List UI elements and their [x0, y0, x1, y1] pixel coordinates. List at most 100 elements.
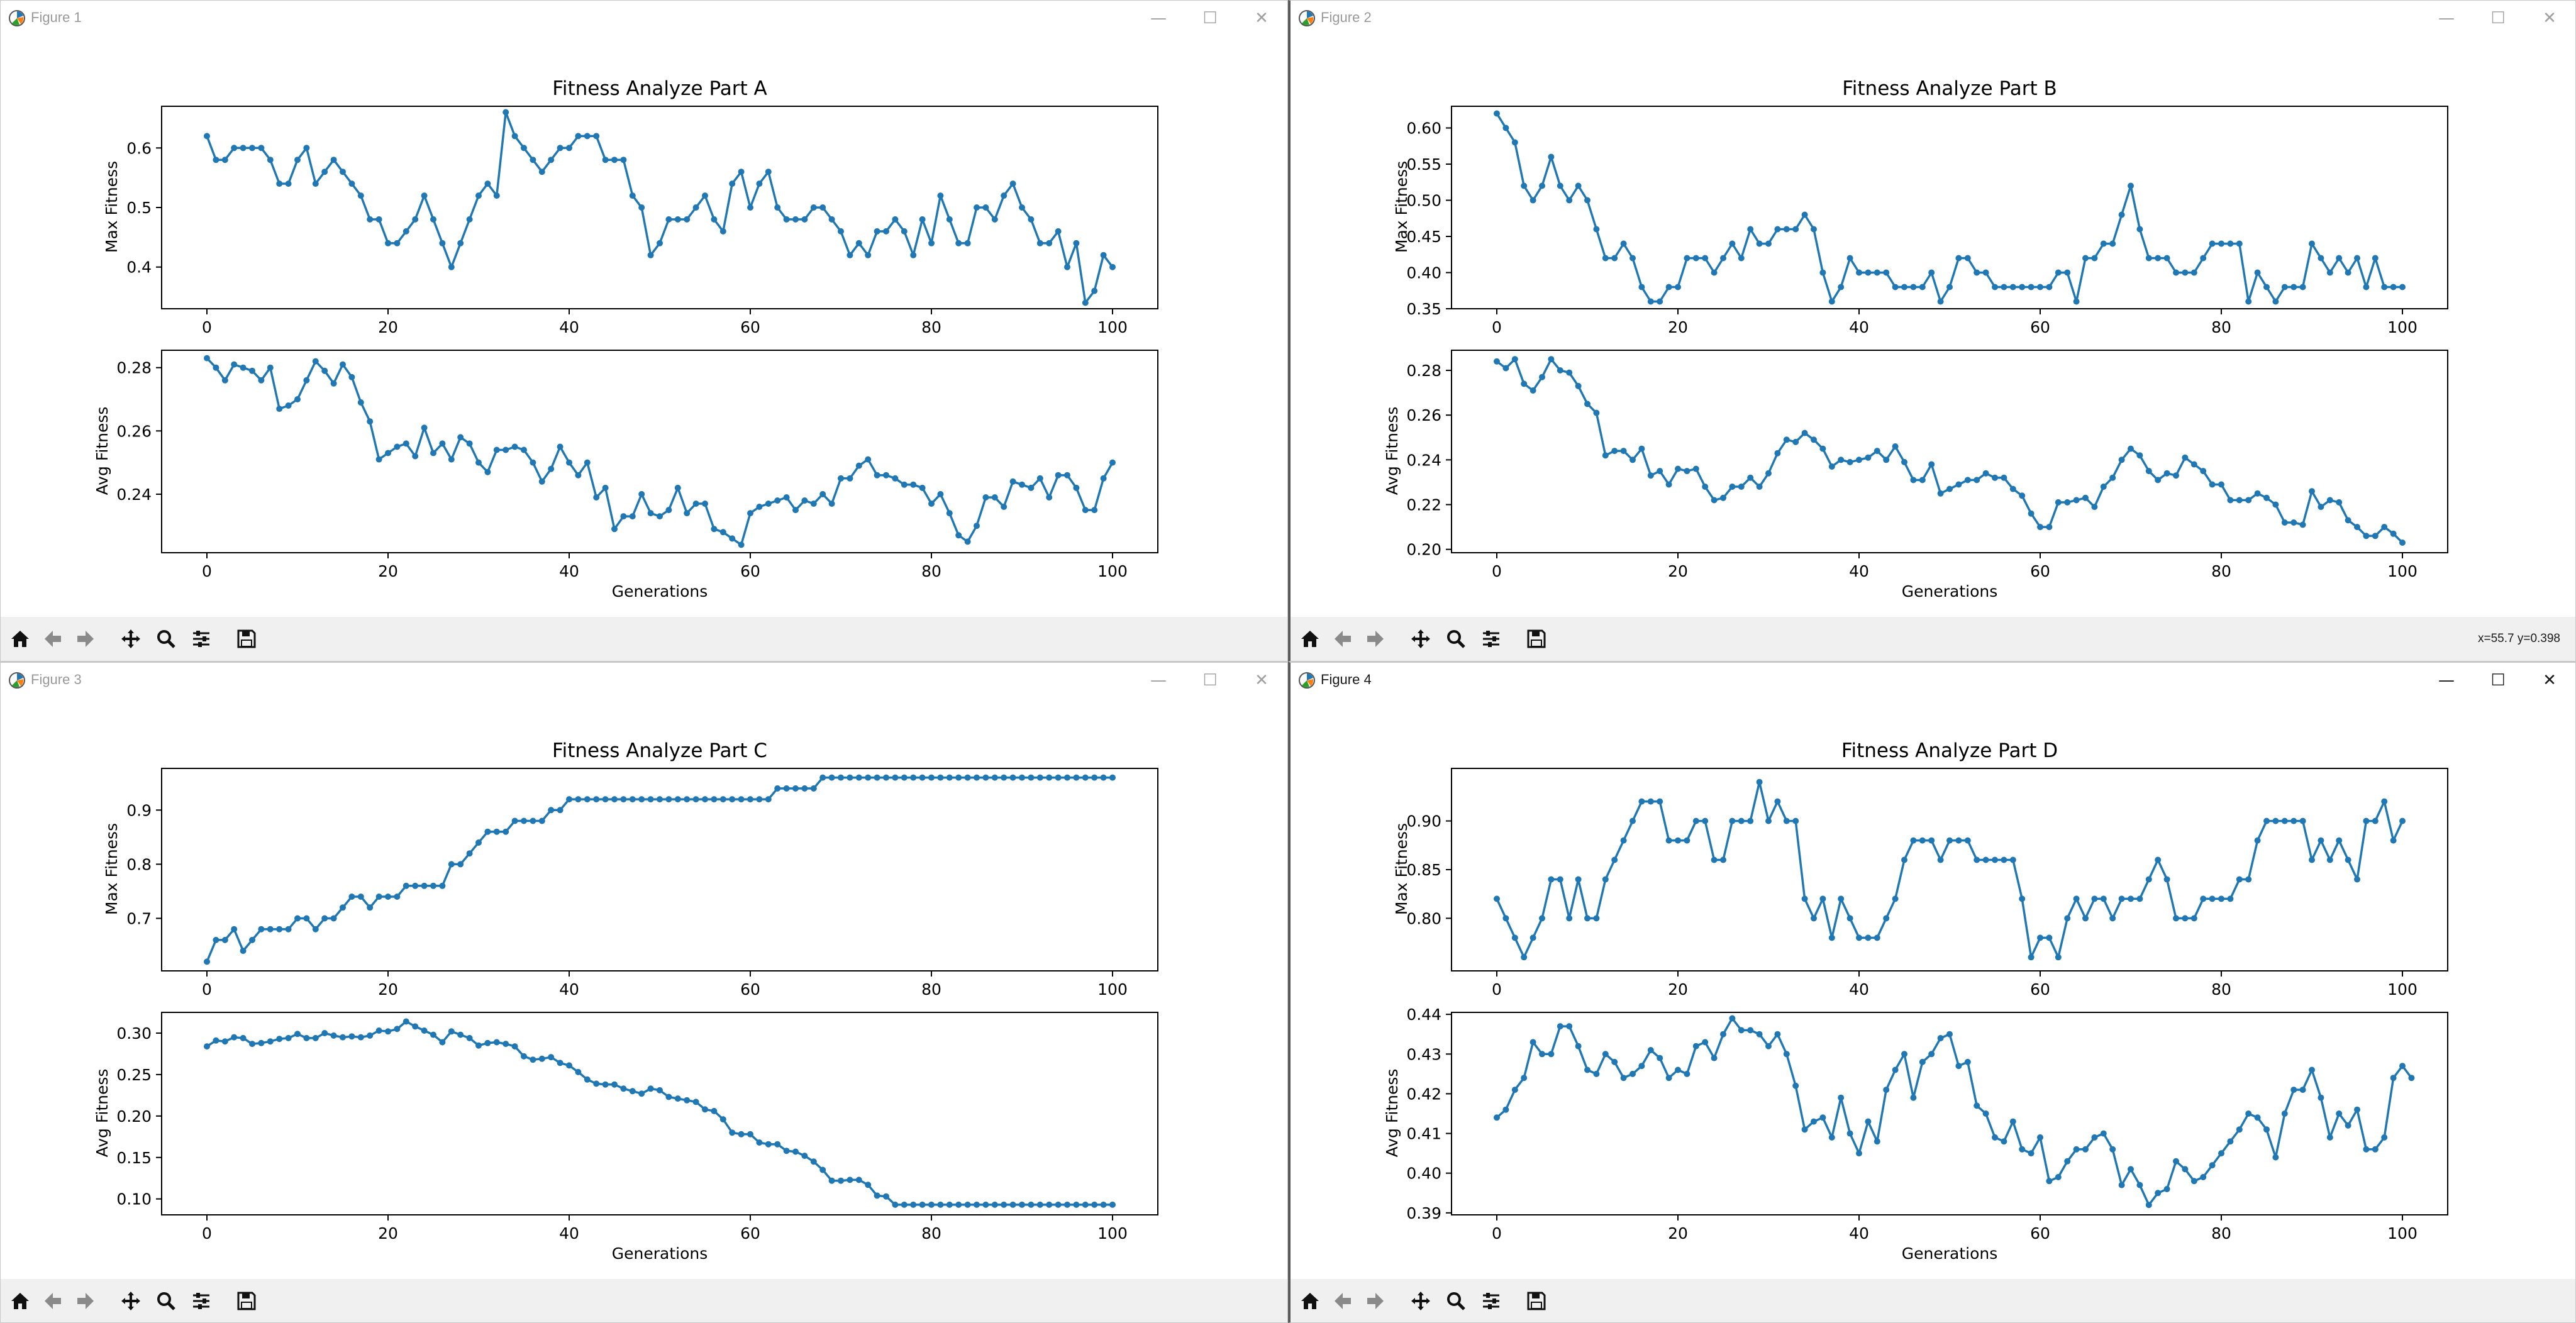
zoom-button[interactable]	[150, 1285, 182, 1317]
data-point	[674, 1095, 681, 1102]
close-button[interactable]: ✕	[1255, 9, 1269, 28]
close-button[interactable]: ✕	[2543, 671, 2557, 690]
window-controls: — ☐ ✕	[2421, 1, 2575, 36]
data-point	[747, 796, 753, 803]
window-titlebar[interactable]: Figure 4 — ☐ ✕	[1291, 663, 2575, 698]
data-point	[1073, 484, 1080, 491]
configure-subplots-button[interactable]	[186, 623, 217, 655]
x-tick-label: 80	[921, 1224, 941, 1243]
data-point	[2227, 895, 2234, 902]
data-point	[719, 529, 726, 536]
back-button[interactable]	[1327, 1285, 1358, 1317]
data-point	[2399, 817, 2406, 824]
window-titlebar[interactable]: Figure 3 — ☐ ✕	[1, 663, 1287, 698]
data-point	[847, 252, 853, 258]
forward-button[interactable]	[1360, 1285, 1391, 1317]
data-point	[2082, 494, 2089, 501]
data-point	[1883, 915, 1890, 922]
data-point	[2354, 1106, 2360, 1113]
data-point	[584, 459, 591, 466]
save-button[interactable]	[231, 1285, 262, 1317]
figure-canvas[interactable]: Fitness Analyze Part B 0 20 40 60 80 100 0.35 0…	[1291, 36, 2575, 617]
configure-subplots-button[interactable]	[186, 1285, 217, 1317]
axes-frame	[161, 768, 1158, 971]
figure-window-4: Figure 4 — ☐ ✕ Fitness Analyze Part D 0 2…	[1288, 662, 2576, 1323]
data-point	[2182, 1166, 2189, 1173]
data-point	[2299, 284, 2306, 291]
data-point	[2182, 915, 2189, 922]
home-button[interactable]	[4, 1285, 36, 1317]
back-button[interactable]	[37, 1285, 69, 1317]
zoom-button[interactable]	[1440, 623, 1472, 655]
data-point	[665, 507, 672, 514]
save-button[interactable]	[231, 623, 262, 655]
figure-canvas[interactable]: Fitness Analyze Part C 0 20 40 60 80 100 0.7 0.…	[1, 698, 1286, 1279]
data-point	[1055, 472, 1062, 479]
data-point	[2190, 1178, 2197, 1185]
save-button[interactable]	[1521, 1285, 1552, 1317]
maximize-button[interactable]: ☐	[2490, 671, 2506, 690]
x-tick-label: 40	[559, 980, 579, 999]
data-point	[294, 1031, 301, 1038]
data-point	[982, 774, 989, 781]
close-button[interactable]: ✕	[1255, 671, 1269, 690]
x-tick-label: 60	[740, 980, 760, 999]
minimize-button[interactable]: —	[2438, 9, 2455, 28]
data-point	[1593, 409, 1600, 416]
home-button[interactable]	[1294, 623, 1326, 655]
data-point	[2037, 934, 2043, 941]
configure-subplots-button[interactable]	[1475, 623, 1507, 655]
data-point	[584, 1076, 591, 1083]
close-button[interactable]: ✕	[2543, 9, 2557, 28]
data-point	[402, 228, 409, 235]
data-point	[756, 504, 763, 510]
figure-canvas[interactable]: Fitness Analyze Part D 0 20 40 60 80 100 0.80 0…	[1291, 698, 2575, 1279]
data-point	[719, 796, 726, 803]
data-point	[1082, 299, 1089, 306]
home-icon	[11, 631, 29, 647]
data-point	[1856, 457, 1862, 463]
pan-button[interactable]	[115, 623, 147, 655]
zoom-button[interactable]	[1440, 1285, 1472, 1317]
data-point	[1530, 934, 1536, 941]
back-button[interactable]	[37, 623, 69, 655]
x-tick-label: 20	[378, 562, 398, 580]
forward-button[interactable]	[70, 1285, 101, 1317]
pan-button[interactable]	[115, 1285, 147, 1317]
data-point	[2272, 817, 2279, 824]
maximize-button[interactable]: ☐	[1202, 671, 1218, 690]
zoom-button[interactable]	[150, 623, 182, 655]
forward-button[interactable]	[1360, 623, 1391, 655]
configure-subplots-button[interactable]	[1475, 1285, 1507, 1317]
data-point	[2281, 284, 2288, 291]
data-point	[729, 796, 736, 803]
data-point	[2209, 895, 2216, 902]
window-titlebar[interactable]: Figure 1 — ☐ ✕	[1, 1, 1287, 36]
minimize-button[interactable]: —	[1150, 9, 1167, 28]
data-point	[1729, 817, 1736, 824]
data-point	[1036, 475, 1043, 482]
data-point	[892, 216, 899, 223]
home-button[interactable]	[4, 623, 36, 655]
data-point	[421, 424, 428, 431]
home-button[interactable]	[1294, 1285, 1326, 1317]
data-point	[747, 1131, 753, 1138]
pan-button[interactable]	[1405, 623, 1436, 655]
window-titlebar[interactable]: Figure 2 — ☐ ✕	[1291, 1, 2575, 36]
max-fitness-axes: 0 20 40 60 80 100 0.4 0.5 0.6	[126, 106, 1158, 336]
maximize-button[interactable]: ☐	[2490, 9, 2506, 28]
minimize-button[interactable]: —	[1150, 671, 1167, 690]
save-button[interactable]	[1521, 623, 1552, 655]
back-button[interactable]	[1327, 623, 1358, 655]
figure-canvas[interactable]: Fitness Analyze Part A 0 20 40 60 80 100 0.4 0.…	[1, 36, 1286, 617]
data-point	[620, 1085, 627, 1092]
minimize-button[interactable]: —	[2438, 671, 2455, 690]
x-tick-label: 80	[2211, 980, 2231, 999]
pan-button[interactable]	[1405, 1285, 1436, 1317]
data-point	[1765, 817, 1772, 824]
data-point	[684, 796, 691, 803]
data-point	[2336, 499, 2343, 506]
forward-button[interactable]	[70, 623, 101, 655]
data-point	[1720, 1031, 1726, 1038]
maximize-button[interactable]: ☐	[1202, 9, 1218, 28]
